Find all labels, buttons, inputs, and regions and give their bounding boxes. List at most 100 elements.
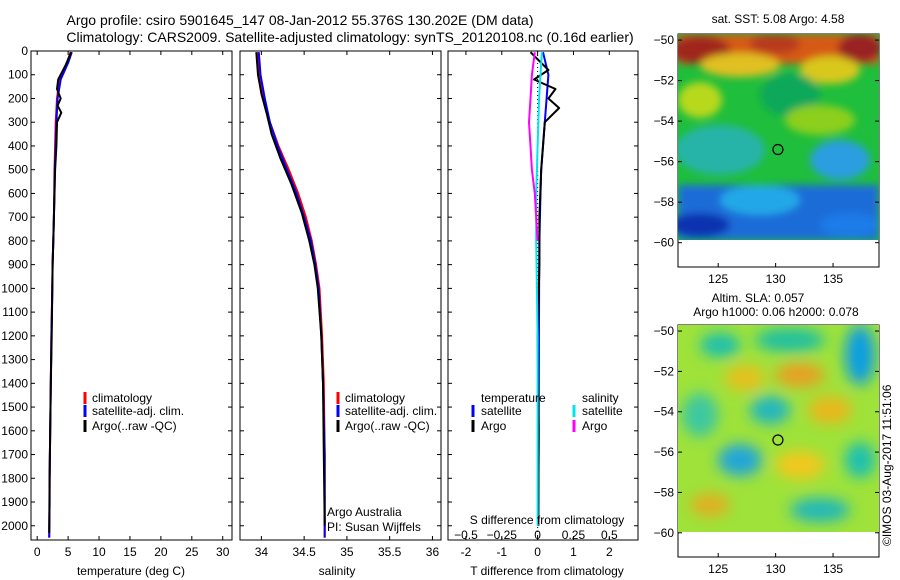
map-y-tick-label: −56 <box>654 445 675 459</box>
credit-line-1: Argo Australia <box>327 505 402 519</box>
map-y-tick-label: −50 <box>654 33 675 47</box>
y-tick-label: 1900 <box>1 495 28 509</box>
x2-tick-label: −0.5 <box>454 528 478 542</box>
y-tick-label: 900 <box>8 258 28 272</box>
x-tick-label: 34.5 <box>292 545 316 559</box>
y-tick-label: 600 <box>8 186 28 200</box>
x2-tick-label: −0.25 <box>487 528 518 542</box>
sla-map-ticks: 125 130 135 −50 −52 −54 −56 −58 −60 <box>654 324 879 576</box>
y-tick-label: 100 <box>8 68 28 82</box>
y-tick-label: 300 <box>8 115 28 129</box>
temperature-legend: climatology satellite-adj. clim. Argo(..… <box>83 391 184 433</box>
y-tick-label: 1300 <box>1 353 28 367</box>
y-tick-label: 400 <box>8 139 28 153</box>
legend-s-argo-label: Argo <box>582 419 608 433</box>
legend-climatology-label: climatology <box>92 391 152 405</box>
map-y-tick-label: −52 <box>654 364 675 378</box>
salinity-legend: climatology satellite-adj. clim. Argo(..… <box>336 391 437 433</box>
legend-satadj-label: satellite-adj. clim. <box>92 404 184 418</box>
legend-satadj-label: satellite-adj. clim. <box>345 404 437 418</box>
series-line-salinity-argo <box>528 52 539 241</box>
x-tick-label: 36 <box>426 545 440 559</box>
salinity-panel: 34 34.5 35 35.5 36 salinity climatology sate… <box>239 50 442 578</box>
sla-map-title-line-2: Argo h1000: 0.06 h2000: 0.078 <box>693 305 859 319</box>
x-tick-label: 5 <box>65 545 72 559</box>
x-tick-label: 25 <box>185 545 199 559</box>
sla-argo-position-marker <box>772 434 784 446</box>
legend-climatology-label: climatology <box>345 391 405 405</box>
imos-watermark: ©IMOS 03-Aug-2017 11:51:06 <box>880 384 894 546</box>
y-tick-label: 700 <box>8 210 28 224</box>
map-y-tick-label: −60 <box>654 236 675 250</box>
map-x-tick-label: 125 <box>708 272 728 286</box>
x-tick-label: 1 <box>570 545 577 559</box>
x-tick-label: -2 <box>461 545 472 559</box>
temperature-panel: 0 5 10 15 20 25 300100200300400500600700800900… <box>1 44 233 578</box>
difference-xlabel: T difference from climatology <box>470 564 624 578</box>
salinity-ticks: 34 34.5 35 35.5 36 <box>240 50 441 559</box>
sst-map-image <box>678 34 879 240</box>
y-tick-label: 2000 <box>1 519 28 533</box>
y-tick-label: 500 <box>8 163 28 177</box>
y-tick-label: 0 <box>21 44 28 58</box>
temperature-axes-frame <box>30 50 233 541</box>
sla-map-panel: Altim. SLA: 0.057 Argo h1000: 0.06 h2000… <box>654 291 880 576</box>
y-tick-label: 1100 <box>2 305 28 319</box>
y-tick-label: 1700 <box>1 448 28 462</box>
x2-tick-label: 0.25 <box>562 528 586 542</box>
salinity-xlabel: salinity <box>319 564 356 578</box>
x-tick-label: 10 <box>92 545 106 559</box>
map-y-tick-label: −60 <box>654 526 675 540</box>
sst-argo-position-marker <box>772 143 784 156</box>
legend-s-satellite-label: satellite <box>582 404 623 418</box>
x-tick-label: 15 <box>123 545 137 559</box>
x-tick-label: 35.5 <box>378 545 402 559</box>
y-tick-label: 1400 <box>1 376 28 390</box>
legend-salinity-heading: salinity <box>582 391 619 405</box>
map-y-tick-label: −50 <box>654 324 675 338</box>
map-x-tick-label: 125 <box>708 562 728 576</box>
y-tick-label: 1200 <box>1 329 28 343</box>
sst-map-title: sat. SST: 5.08 Argo: 4.58 <box>712 12 845 26</box>
salinity-lines <box>255 52 326 538</box>
x-tick-label: 0 <box>34 545 41 559</box>
series-line-argo-raw-qc <box>255 52 326 526</box>
x-tick-label: 30 <box>216 545 230 559</box>
credit-line-2: PI: Susan Wijffels <box>327 520 421 534</box>
sla-map-title-line-1: Altim. SLA: 0.057 <box>712 291 805 305</box>
y-tick-label: 1800 <box>1 471 28 485</box>
y-tick-label: 800 <box>8 234 28 248</box>
difference-lines <box>528 51 561 540</box>
sla-map-image <box>678 325 879 532</box>
difference-legend: temperature satellite Argo salinity sate… <box>471 391 623 433</box>
legend-argo-label: Argo(..raw -QC) <box>345 419 430 433</box>
y-tick-label: 1600 <box>1 424 28 438</box>
map-x-tick-label: 130 <box>766 272 786 286</box>
sst-map-panel: sat. SST: 5.08 Argo: 4.58 <box>654 12 880 286</box>
series-line-salinity-satellite <box>535 52 543 526</box>
x-tick-label: 34 <box>255 545 269 559</box>
map-y-tick-label: −56 <box>654 155 675 169</box>
x-tick-label: 2 <box>606 545 613 559</box>
sst-map-ticks: 125 130 135 −50 −52 −54 −56 −58 −60 <box>654 33 879 286</box>
map-y-tick-label: −54 <box>654 405 675 419</box>
x-tick-label: -1 <box>496 545 507 559</box>
difference-x2label: S difference from climatology <box>470 513 625 527</box>
map-y-tick-label: −58 <box>654 195 675 209</box>
y-tick-label: 200 <box>8 91 28 105</box>
y-tick-label: 1500 <box>1 400 28 414</box>
map-y-tick-label: −58 <box>654 485 675 499</box>
map-y-tick-label: −54 <box>654 114 675 128</box>
y-tick-label: 1000 <box>1 281 28 295</box>
legend-argo-label: Argo(..raw -QC) <box>92 419 177 433</box>
map-x-tick-label: 130 <box>766 562 786 576</box>
difference-axes-frame <box>447 50 639 541</box>
legend-temperature-heading: temperature <box>481 391 546 405</box>
legend-t-argo-label: Argo <box>481 419 507 433</box>
temperature-lines <box>48 51 73 538</box>
map-x-tick-label: 135 <box>823 562 843 576</box>
temperature-ticks: 0 5 10 15 20 25 300100200300400500600700800900… <box>1 44 232 559</box>
title-line-2: Climatology: CARS2009. Satellite-adjuste… <box>66 29 633 45</box>
